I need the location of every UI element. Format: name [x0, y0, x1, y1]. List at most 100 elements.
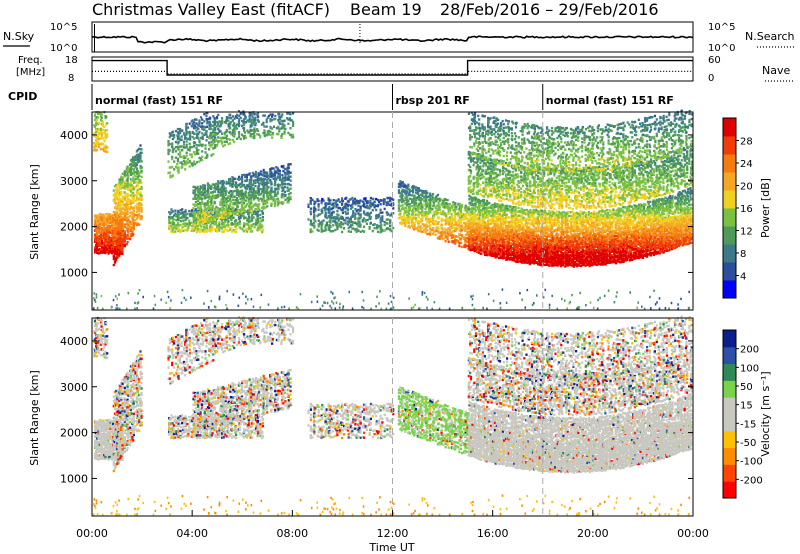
power-cell: [202, 138, 204, 140]
power-cell: [503, 233, 505, 235]
power-cell: [358, 221, 360, 223]
power-cell: [409, 203, 411, 205]
power-cell: [284, 131, 286, 133]
power-cell: [235, 231, 237, 233]
power-cell: [444, 231, 446, 233]
power-cell: [233, 217, 235, 219]
power-cell: [243, 127, 245, 129]
power-cell: [325, 214, 327, 216]
power-cell: [274, 184, 276, 186]
power-cell: [399, 205, 401, 207]
power-cell: [178, 224, 180, 226]
power-cell: [342, 223, 344, 225]
power-cell: [124, 204, 126, 206]
power-cell: [216, 116, 218, 118]
power-cell: [195, 194, 197, 196]
power-cell: [454, 217, 456, 219]
power-cell: [270, 192, 272, 194]
power-cell: [189, 149, 191, 151]
power-cell: [181, 216, 183, 218]
power-cell: [367, 219, 369, 221]
power-cell: [409, 194, 411, 196]
power-cell: [178, 228, 180, 230]
power-cell: [234, 118, 236, 120]
power-cell: [213, 215, 215, 217]
power-cell: [239, 220, 241, 222]
power-cell: [402, 181, 404, 183]
power-cell: [186, 140, 188, 142]
power-cell: [321, 210, 323, 212]
power-cell: [369, 200, 371, 202]
power-cell: [269, 131, 271, 133]
power-cell: [374, 223, 376, 225]
power-cell: [236, 123, 238, 125]
power-cell: [336, 210, 338, 212]
power-cell: [333, 199, 335, 201]
power-cell: [193, 137, 195, 139]
power-cell: [127, 180, 129, 182]
power-cell: [233, 122, 235, 124]
power-cell: [241, 178, 243, 180]
power-cell: [432, 233, 434, 235]
power-cell: [244, 131, 246, 133]
power-cell: [270, 113, 272, 115]
power-cell: [429, 231, 431, 233]
power-cell: [122, 222, 124, 224]
power-cell: [209, 117, 211, 119]
power-cell: [398, 207, 400, 209]
power-cell: [206, 126, 208, 128]
power-cell: [173, 222, 175, 224]
power-cell: [211, 186, 213, 188]
power-cell: [279, 202, 281, 204]
power-cell: [391, 230, 393, 232]
power-cell: [132, 219, 134, 221]
power-cell: [195, 119, 197, 121]
power-cell: [483, 238, 485, 240]
power-cell: [461, 204, 463, 206]
power-cell: [187, 126, 189, 128]
power-cell: [345, 197, 347, 199]
power-cell: [141, 166, 143, 168]
power-cell: [287, 173, 289, 175]
power-cell: [318, 230, 320, 232]
power-cell: [133, 210, 135, 212]
power-cell: [106, 122, 108, 124]
power-cell: [182, 220, 184, 222]
power-cell: [171, 142, 173, 144]
power-cell: [325, 228, 327, 230]
power-cell: [381, 218, 383, 220]
power-cell: [256, 113, 258, 115]
power-cell: [193, 121, 195, 123]
power-cell: [449, 209, 451, 211]
power-cell: [318, 209, 320, 211]
power-cell: [124, 230, 126, 232]
frequency-line: [92, 61, 693, 75]
power-cell: [200, 225, 202, 227]
power-cell: [290, 196, 292, 198]
power-cell: [403, 200, 405, 202]
power-cell: [228, 207, 230, 209]
power-cell: [326, 222, 328, 224]
power-cell: [409, 206, 411, 208]
power-cell: [250, 133, 252, 135]
power-cell: [243, 184, 245, 186]
power-cell: [279, 175, 281, 177]
power-cell: [487, 252, 489, 254]
power-cell: [277, 126, 279, 128]
power-cell: [457, 227, 459, 229]
power-cell: [193, 145, 195, 147]
power-cell: [116, 211, 118, 213]
power-cell: [366, 223, 368, 225]
power-cell: [172, 131, 174, 133]
power-cell: [133, 226, 135, 228]
power-cell: [98, 122, 100, 124]
power-cell: [487, 240, 489, 242]
power-cell: [232, 181, 234, 183]
power-cell: [370, 212, 372, 214]
power-cell: [348, 204, 350, 206]
power-cell: [387, 228, 389, 230]
power-cell: [106, 133, 108, 135]
power-cell: [259, 223, 261, 225]
power-cell: [186, 146, 188, 148]
power-cell: [461, 229, 463, 231]
